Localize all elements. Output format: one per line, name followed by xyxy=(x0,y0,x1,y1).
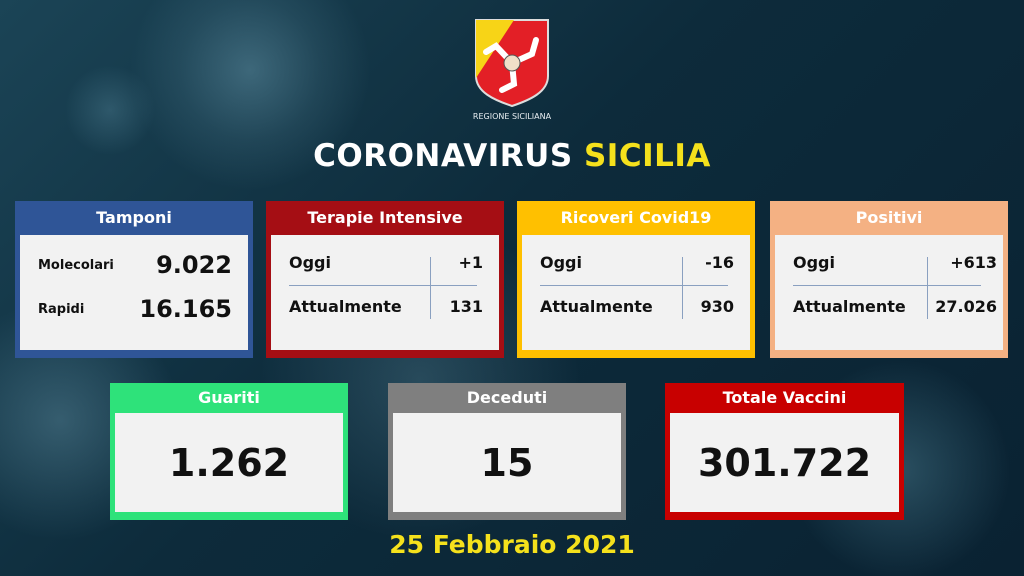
card-header: Tamponi xyxy=(96,208,172,227)
report-date: 25 Febbraio 2021 xyxy=(389,530,635,559)
regione-siciliana-logo xyxy=(475,19,549,108)
row-label: Molecolari xyxy=(38,257,114,273)
attualmente-label: Attualmente xyxy=(289,297,402,316)
logo-caption: REGIONE SICILIANA xyxy=(472,112,552,121)
title-part-1: CORONAVIRUS xyxy=(313,138,573,174)
guariti-card: Guariti 1.262 xyxy=(110,383,348,520)
attualmente-value: 930 xyxy=(700,297,734,316)
oggi-label: Oggi xyxy=(540,253,582,272)
oggi-label: Oggi xyxy=(793,253,835,272)
ricoveri-card: Ricoveri Covid19 Oggi -16 Attualmente 930 xyxy=(517,201,755,358)
attualmente-label: Attualmente xyxy=(540,297,653,316)
oggi-value: -16 xyxy=(705,253,734,272)
card-header: Deceduti xyxy=(466,388,548,407)
page-title: CORONAVIRUS SICILIA xyxy=(0,138,1024,174)
attualmente-label: Attualmente xyxy=(793,297,906,316)
guariti-value: 1.262 xyxy=(168,440,290,485)
title-part-2: SICILIA xyxy=(583,138,711,174)
card-header: Positivi xyxy=(855,208,923,227)
deceduti-card: Deceduti 15 xyxy=(388,383,626,520)
card-header: Ricoveri Covid19 xyxy=(560,208,712,227)
card-header: Terapie Intensive xyxy=(307,208,463,227)
vaccini-card: Totale Vaccini 301.722 xyxy=(665,383,904,520)
terapie-card: Terapie Intensive Oggi +1 Attualmente 131 xyxy=(266,201,504,358)
oggi-value: +613 xyxy=(950,253,997,272)
row-value: 9.022 xyxy=(156,251,232,279)
tamponi-card: Tamponi Molecolari 9.022 Rapidi 16.165 xyxy=(15,201,253,358)
deceduti-value: 15 xyxy=(480,440,534,485)
card-header: Guariti xyxy=(198,388,260,407)
card-header: Totale Vaccini xyxy=(722,388,847,407)
attualmente-value: 27.026 xyxy=(935,297,997,316)
row-label: Rapidi xyxy=(38,301,85,317)
positivi-card: Positivi Oggi +613 Attualmente 27.026 xyxy=(770,201,1008,358)
vaccini-value: 301.722 xyxy=(697,440,872,485)
oggi-label: Oggi xyxy=(289,253,331,272)
attualmente-value: 131 xyxy=(449,297,483,316)
oggi-value: +1 xyxy=(458,253,483,272)
row-value: 16.165 xyxy=(139,295,232,323)
